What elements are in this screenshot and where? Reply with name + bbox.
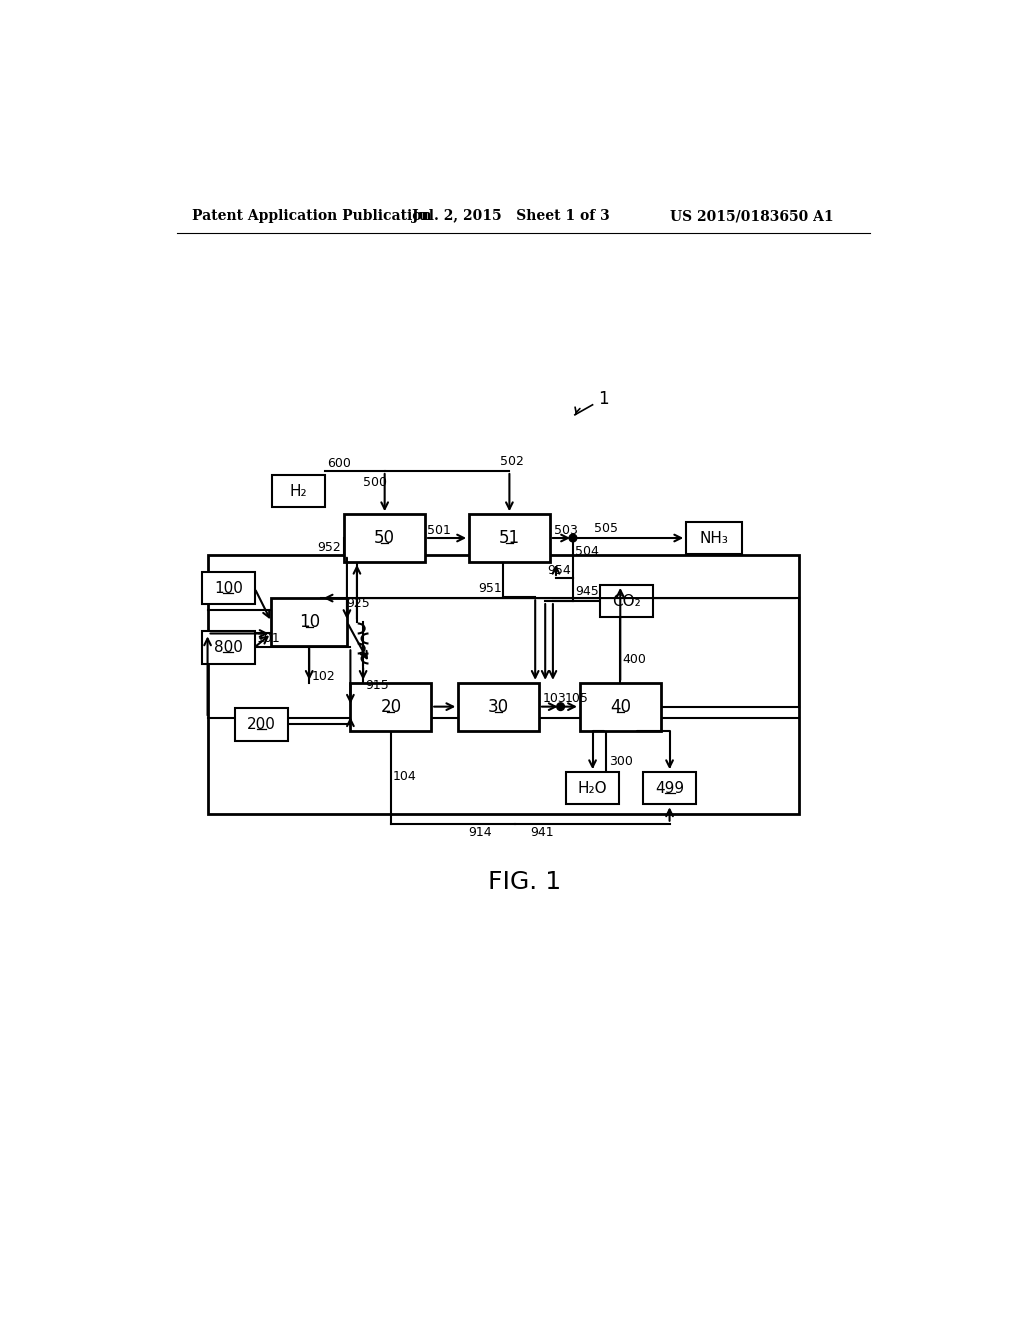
Bar (566, 772, 618, 804)
Text: 200: 200 (247, 717, 275, 731)
Bar (350, 682, 431, 730)
Text: 100: 100 (214, 581, 243, 595)
Text: 941: 941 (530, 826, 554, 840)
Text: 503: 503 (554, 524, 578, 537)
Text: 30: 30 (488, 698, 509, 715)
Bar (600, 585, 652, 618)
Text: H₂O: H₂O (578, 780, 607, 796)
Bar (469, 515, 550, 562)
Text: 915: 915 (366, 680, 389, 693)
Text: 51: 51 (499, 529, 520, 546)
Text: 20: 20 (380, 698, 401, 715)
Text: 40: 40 (609, 698, 631, 715)
Text: 951: 951 (478, 582, 502, 595)
Text: 50: 50 (374, 529, 395, 546)
Text: 400: 400 (623, 653, 646, 667)
Text: US 2015/0183650 A1: US 2015/0183650 A1 (670, 209, 834, 223)
Text: 600: 600 (327, 457, 351, 470)
Bar (458, 682, 539, 730)
Text: 952: 952 (317, 541, 341, 554)
Bar (344, 515, 425, 562)
Text: 504: 504 (575, 545, 599, 558)
Bar (271, 598, 347, 645)
Text: 499: 499 (655, 780, 684, 796)
Bar (272, 475, 325, 507)
Text: 101: 101 (257, 631, 281, 644)
Text: 10: 10 (299, 612, 319, 631)
Text: 104: 104 (393, 770, 417, 783)
Text: NH₃: NH₃ (699, 531, 729, 545)
Text: H₂: H₂ (290, 483, 307, 499)
Circle shape (569, 535, 577, 543)
Text: 505: 505 (595, 523, 618, 536)
Text: Jul. 2, 2015   Sheet 1 of 3: Jul. 2, 2015 Sheet 1 of 3 (412, 209, 609, 223)
Bar (236, 708, 288, 741)
Text: Patent Application Publication: Patent Application Publication (193, 209, 432, 223)
Text: FIG. 1: FIG. 1 (488, 870, 561, 894)
Text: 103: 103 (543, 693, 566, 705)
Text: 501: 501 (427, 524, 452, 537)
Text: 954: 954 (547, 564, 570, 577)
Text: 105: 105 (564, 693, 589, 705)
Bar (643, 772, 695, 804)
Text: 502: 502 (500, 454, 524, 467)
Text: 1: 1 (598, 389, 608, 408)
Text: 945: 945 (575, 585, 599, 598)
Bar (202, 631, 255, 664)
Text: CO₂: CO₂ (612, 594, 641, 609)
Text: 800: 800 (214, 640, 243, 655)
Text: 914: 914 (469, 826, 493, 840)
Bar (202, 572, 255, 605)
Text: 925: 925 (346, 597, 370, 610)
Bar (686, 521, 742, 554)
Text: 500: 500 (364, 477, 387, 490)
Bar (580, 682, 660, 730)
Text: 300: 300 (608, 755, 633, 768)
Circle shape (557, 702, 564, 710)
Bar (208, 554, 799, 814)
Text: 102: 102 (311, 671, 335, 684)
